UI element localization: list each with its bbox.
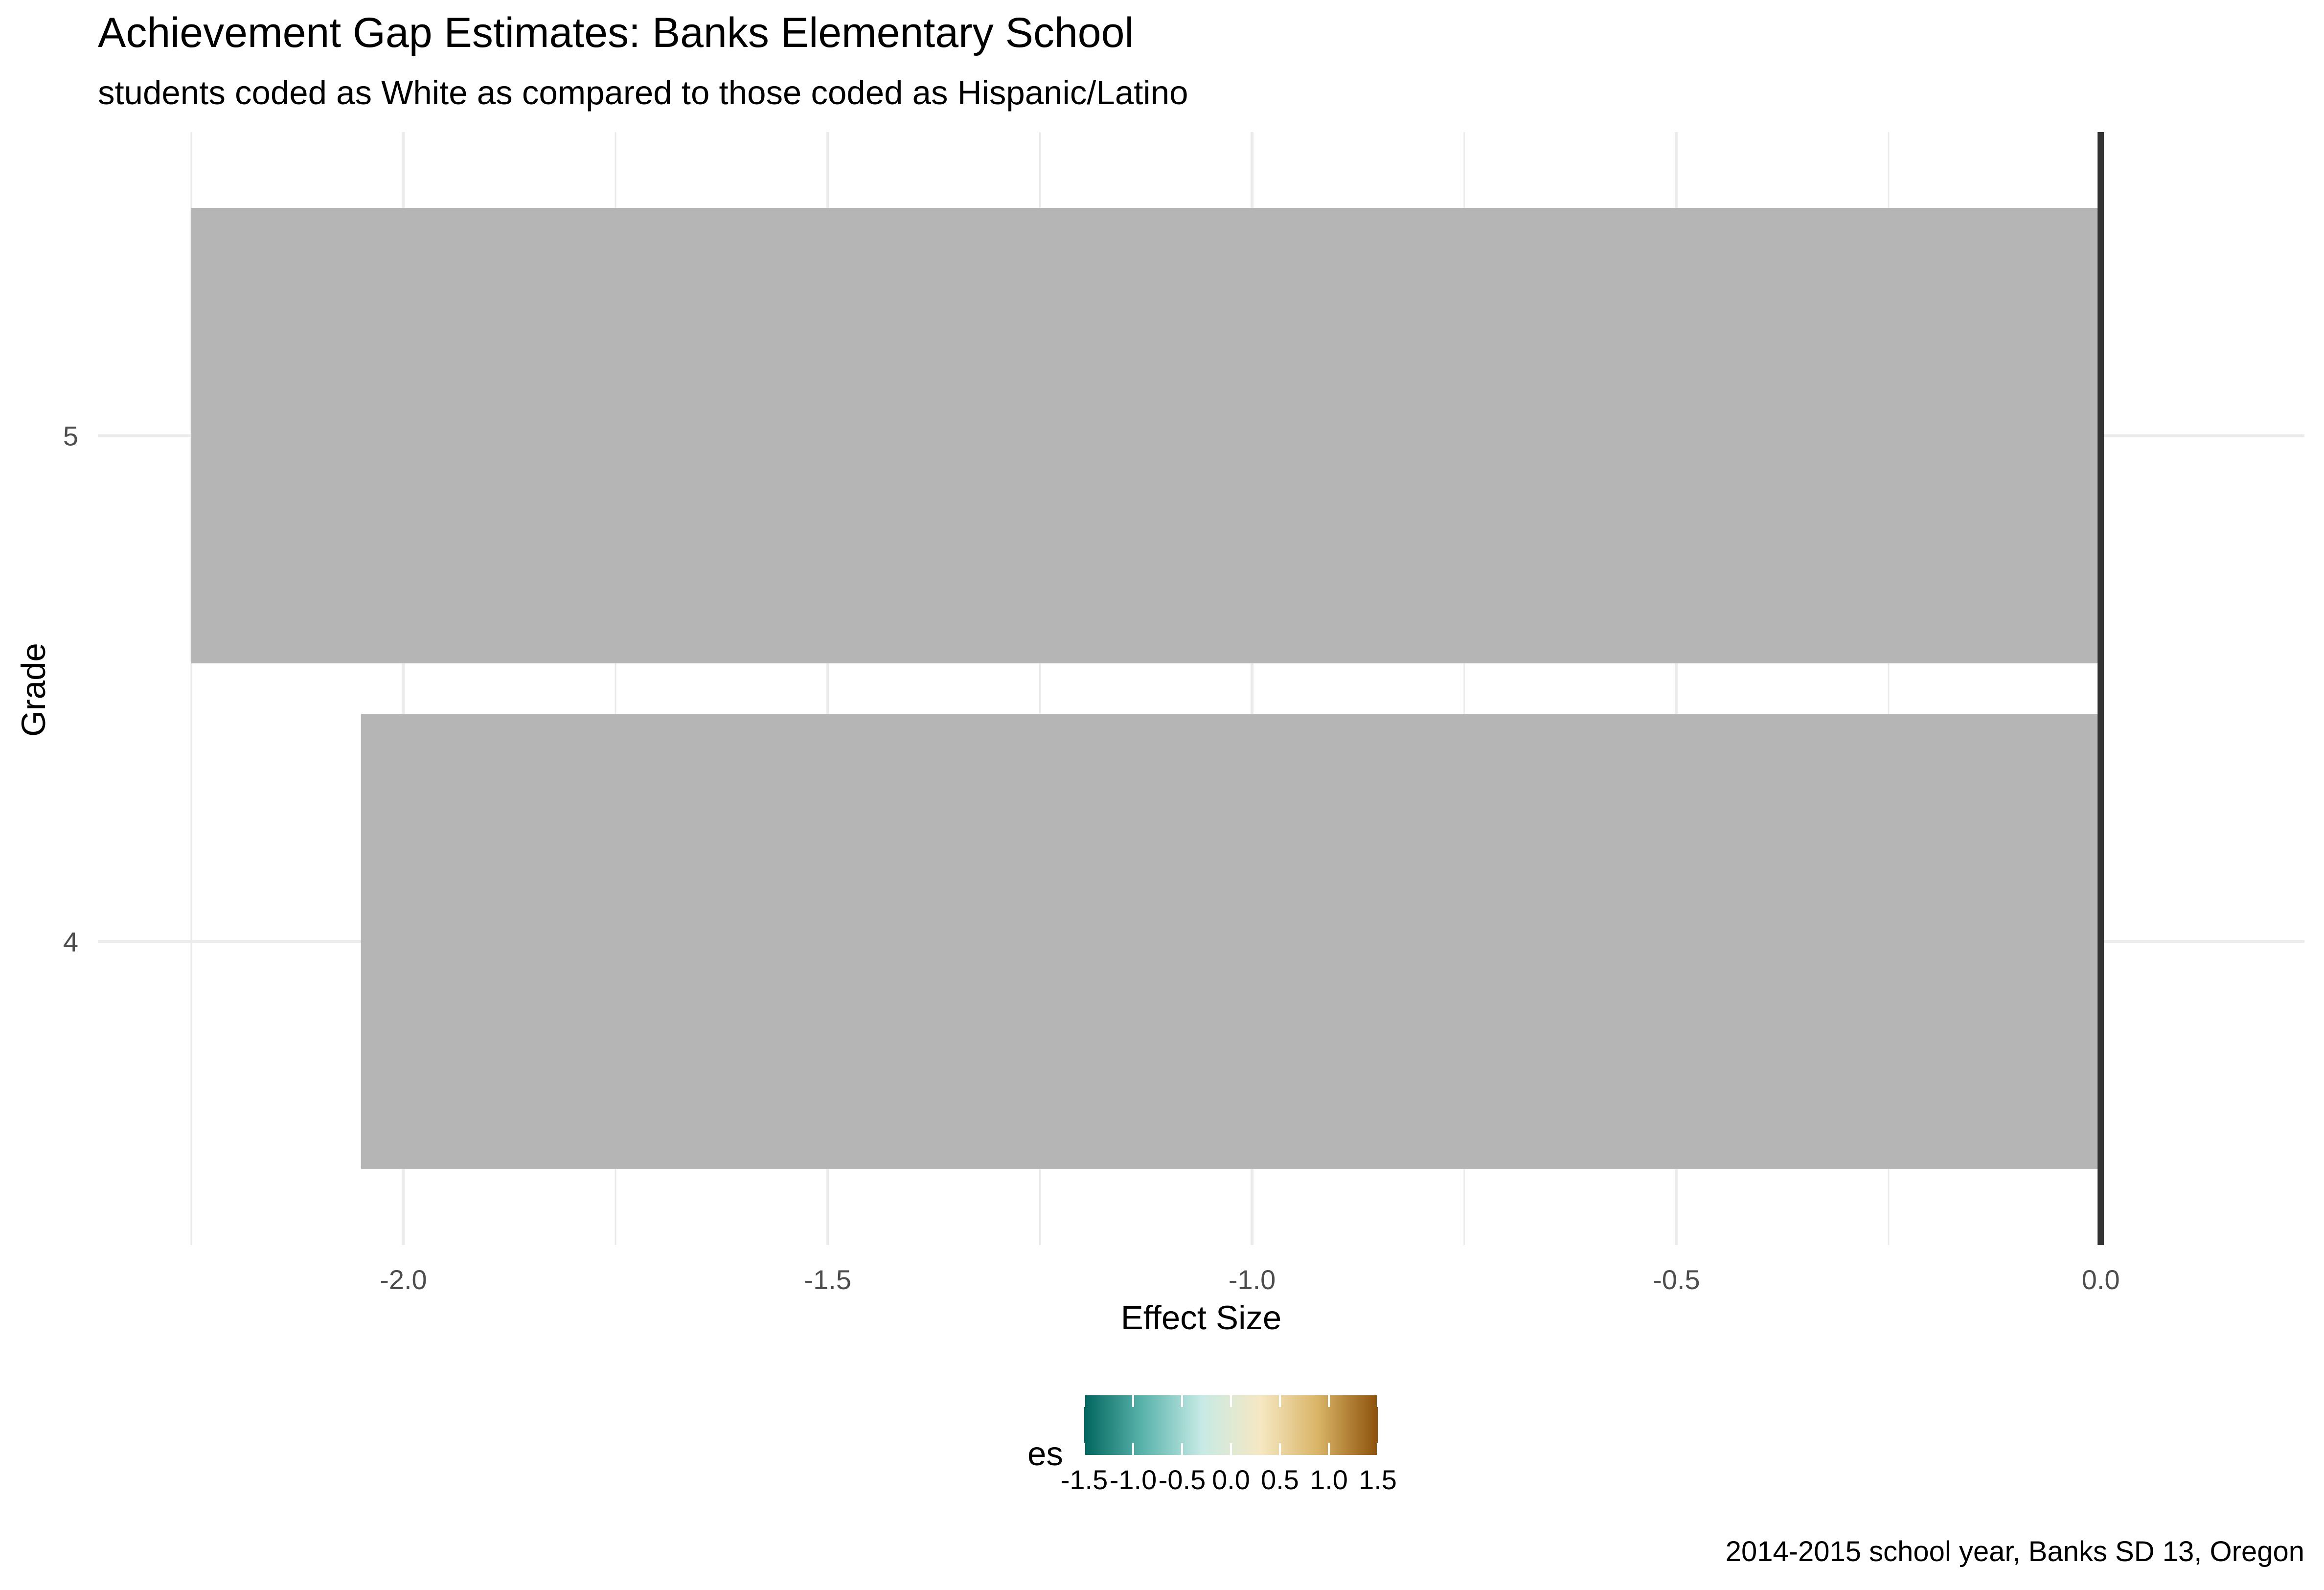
y-axis-title: Grade (15, 643, 52, 737)
bar-grade-4[interactable] (361, 714, 2101, 1169)
bars (191, 208, 2101, 1169)
legend-tick-label: -1.0 (1110, 1464, 1157, 1495)
legend-tick-label: 0.5 (1261, 1464, 1299, 1495)
legend-tick-label: -1.5 (1061, 1464, 1108, 1495)
x-axis-title: Effect Size (1121, 1299, 1282, 1337)
legend-tick-label: -0.5 (1159, 1464, 1206, 1495)
chart-caption: 2014-2015 school year, Banks SD 13, Oreg… (1725, 1536, 2304, 1567)
chart-subtitle: students coded as White as compared to t… (98, 74, 1188, 112)
legend-tick-label: 1.0 (1310, 1464, 1348, 1495)
x-tick-label: 0.0 (2082, 1264, 2120, 1295)
tick-labels: -2.0 -1.5 -1.0 -0.5 0.0 4 5 (63, 420, 2120, 1295)
legend-title: es (1027, 1435, 1063, 1473)
x-tick-label: -2.0 (380, 1264, 427, 1295)
legend-tick-label: 0.0 (1212, 1464, 1250, 1495)
y-tick-label: 5 (63, 420, 78, 451)
y-tick-label: 4 (63, 927, 78, 957)
x-tick-label: -0.5 (1653, 1264, 1700, 1295)
x-tick-label: -1.5 (804, 1264, 852, 1295)
bar-grade-5[interactable] (191, 208, 2101, 663)
x-tick-label: -1.0 (1229, 1264, 1276, 1295)
legend-tick-label: 1.5 (1359, 1464, 1397, 1495)
color-legend: es -1.5 -1.0 -0.5 0.0 0.5 1.0 1.5 (1027, 1395, 1397, 1495)
chart-title: Achievement Gap Estimates: Banks Element… (98, 9, 1134, 56)
